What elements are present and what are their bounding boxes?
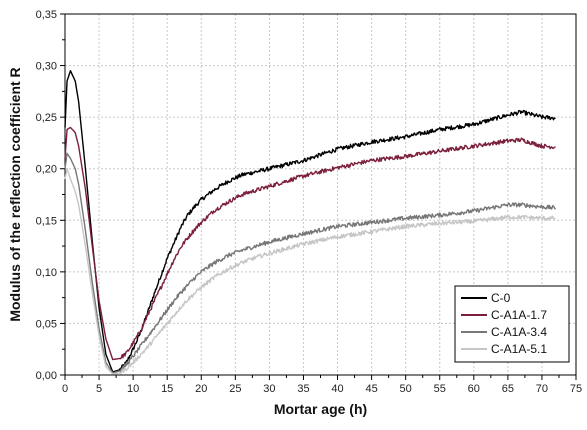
- y-tick-label: 0,20: [36, 164, 57, 176]
- series-line-4: [64, 168, 556, 375]
- y-axis-title: Modulus of the reflection coefficient R: [7, 67, 23, 321]
- x-tick-label: 10: [127, 383, 139, 395]
- x-tick-label: 20: [195, 383, 207, 395]
- x-tick-label: 75: [570, 383, 582, 395]
- x-tick-label: 55: [434, 383, 446, 395]
- x-tick-label: 70: [536, 383, 548, 395]
- legend-label: C-0: [491, 291, 511, 305]
- y-tick-label: 0,35: [36, 9, 57, 21]
- legend-label: C-A1A-3.4: [491, 325, 547, 339]
- axis-ticks: 0 5 10 15 20 25 30 35 40 45 50 55 60 65 70 75 0,00 0,05 0,…: [36, 9, 583, 395]
- y-tick-label: 0,10: [36, 267, 57, 279]
- x-tick-label: 60: [468, 383, 480, 395]
- y-tick-label: 0,00: [36, 370, 57, 382]
- series-line-2: [64, 126, 556, 361]
- x-tick-label: 35: [297, 383, 309, 395]
- x-axis-title: Mortar age (h): [274, 401, 367, 417]
- x-tick-label: 5: [96, 383, 102, 395]
- y-tick-label: 0,30: [36, 61, 57, 73]
- x-tick-label: 0: [62, 383, 68, 395]
- x-tick-label: 40: [331, 383, 343, 395]
- series-line-3: [64, 152, 557, 374]
- y-tick-label: 0,25: [36, 112, 57, 124]
- x-tick-label: 15: [161, 383, 173, 395]
- legend-label: C-A1A-1.7: [491, 308, 547, 322]
- series-lines: [64, 70, 557, 375]
- x-tick-label: 25: [229, 383, 241, 395]
- x-tick-label: 30: [263, 383, 275, 395]
- legend: C-0 C-A1A-1.7 C-A1A-3.4 C-A1A-5.1: [454, 285, 570, 363]
- x-tick-label: 45: [365, 383, 377, 395]
- x-tick-label: 65: [502, 383, 514, 395]
- x-tick-label: 50: [400, 383, 412, 395]
- legend-label: C-A1A-5.1: [491, 342, 547, 356]
- y-tick-label: 0,15: [36, 215, 57, 227]
- y-tick-label: 0,05: [36, 318, 57, 330]
